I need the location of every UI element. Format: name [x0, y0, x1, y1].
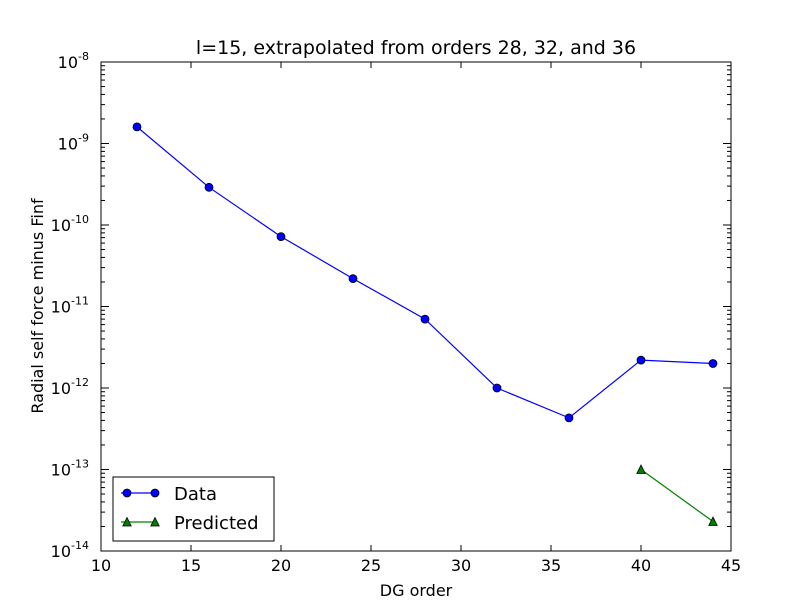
x-tick-label: 45: [721, 556, 741, 575]
x-tick-label: 20: [271, 556, 291, 575]
y-tick-label: 10-9: [58, 132, 89, 154]
legend-marker-predicted: [122, 516, 132, 527]
y-tick-label: 10-8: [58, 50, 89, 72]
series-layer: [132, 122, 718, 526]
x-tick-label: 40: [631, 556, 651, 575]
y-axis-label: Radial self force minus Finf: [28, 198, 47, 414]
data-point: [636, 355, 646, 365]
x-tick-label: 35: [541, 556, 561, 575]
series-line-data: [136, 126, 714, 419]
legend-label-predicted: Predicted: [174, 513, 259, 534]
data-point: [420, 314, 430, 324]
plot-frame: [100, 61, 732, 552]
legend-label-data: Data: [174, 484, 217, 505]
x-tick-label: 25: [361, 556, 381, 575]
predicted-point: [708, 516, 718, 526]
data-point: [492, 383, 502, 393]
chart-title: l=15, extrapolated from orders 28, 32, a…: [196, 37, 636, 59]
y-tick-label: 10-12: [51, 376, 89, 398]
data-point: [132, 122, 142, 132]
legend-marker-data: [122, 488, 132, 498]
series-line-predicted: [640, 469, 714, 523]
y-tick-label: 10-14: [51, 539, 89, 561]
data-point: [204, 182, 214, 192]
legend-box: [112, 476, 275, 542]
data-point: [708, 359, 718, 368]
legend-marker-predicted: [150, 516, 160, 527]
x-tick-label: 15: [181, 556, 201, 575]
x-axis-label: DG order: [380, 581, 453, 600]
y-tick-label: 10-13: [51, 458, 89, 480]
legend-marker-data: [150, 488, 160, 498]
legend: Data Predicted: [112, 476, 275, 542]
data-point: [348, 274, 358, 283]
data-point: [564, 413, 574, 423]
y-tick-label: 10-11: [51, 295, 89, 317]
x-tick-label: 10: [91, 556, 111, 575]
axis-ticks: 10 15 20 25 30 35 40 45 10-8 10-9 10-10 10-11 10-12 1…: [51, 50, 742, 575]
y-tick-label: 10-10: [51, 213, 89, 235]
x-tick-label: 30: [451, 556, 471, 575]
predicted-point: [636, 464, 646, 474]
data-point: [276, 232, 286, 242]
